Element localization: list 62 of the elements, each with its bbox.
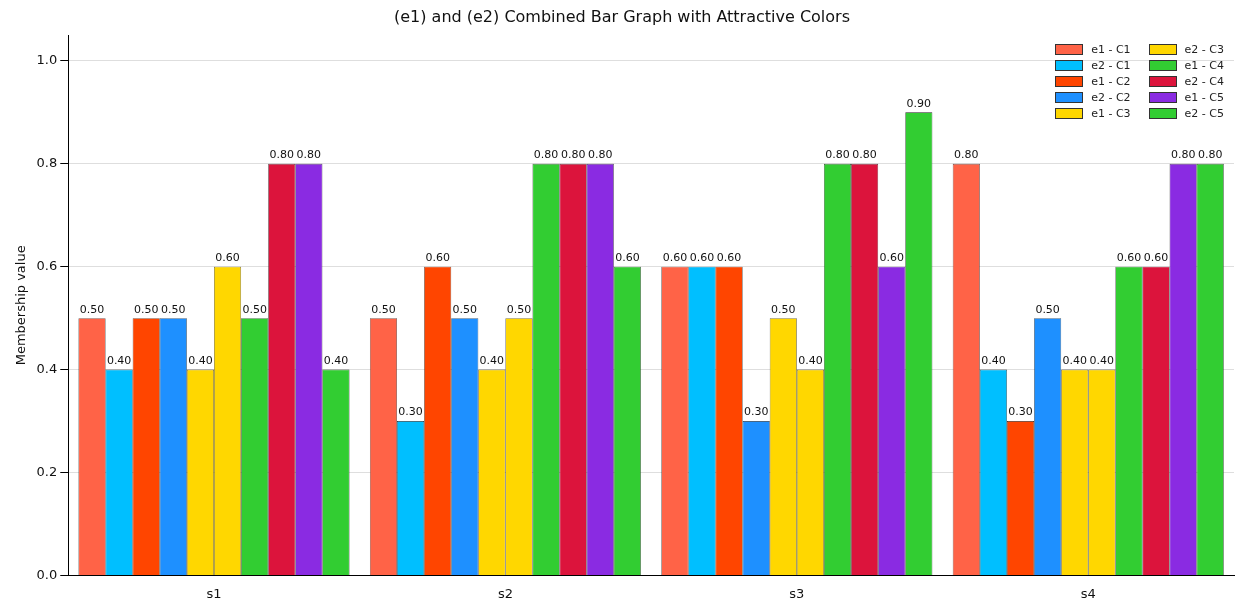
y-tick-label: 1.0 [36,52,58,68]
x-tick-label: s1 [206,585,222,601]
x-tick-label: s3 [789,585,805,601]
data-label: 0.80 [1198,148,1223,162]
data-label: 0.40 [188,353,213,367]
legend-label: e1 - C5 [1184,91,1224,105]
data-label: 0.50 [79,302,105,316]
x-tick-label: s4 [1080,585,1096,601]
legend-label: e1 - C3 [1091,107,1131,121]
data-label: 0.40 [323,353,349,367]
data-label: 0.50 [161,302,186,316]
data-label: 0.60 [1116,251,1142,265]
data-label: 0.80 [825,148,850,162]
data-label: 0.50 [506,302,532,316]
data-label: 0.40 [1062,353,1087,367]
y-tick-label: 0.6 [36,258,58,274]
data-label: 0.60 [662,251,688,265]
data-label: 0.60 [879,251,904,265]
data-label: 0.60 [615,251,640,265]
data-label: 0.50 [771,302,796,316]
y-tick-label: 0.8 [36,155,58,171]
data-label: 0.50 [371,302,396,316]
data-label: 0.80 [954,148,979,162]
data-label: 0.30 [398,405,423,419]
data-label: 0.80 [296,148,322,162]
data-label: 0.40 [106,353,132,367]
data-label: 0.50 [242,302,267,316]
legend-label: e2 - C1 [1091,59,1131,73]
chart-title: (e1) and (e2) Combined Bar Graph with Attractive Colors [393,6,851,26]
x-tick-label: s2 [497,585,513,601]
data-label: 0.60 [1143,251,1169,265]
data-label: 0.60 [689,251,715,265]
data-label: 0.80 [852,148,877,162]
y-tick-label: 0.0 [36,566,58,582]
data-label: 0.30 [743,405,769,419]
data-label: 0.80 [560,148,586,162]
data-label: 0.50 [133,302,159,316]
data-label: 0.60 [425,251,450,265]
data-label: 0.80 [533,148,559,162]
data-label: 0.60 [215,251,240,265]
data-label: 0.90 [906,96,932,110]
data-label: 0.80 [588,148,613,162]
legend-label: e2 - C4 [1184,75,1224,89]
data-label: 0.50 [1035,302,1060,316]
data-label: 0.50 [452,302,478,316]
legend-label: e2 - C3 [1184,43,1224,57]
data-label: 0.80 [269,148,294,162]
legend-label: e1 - C2 [1091,75,1131,89]
data-label: 0.40 [981,353,1006,367]
data-label: 0.30 [1008,405,1033,419]
data-label: 0.40 [479,353,505,367]
y-tick-label: 0.4 [36,360,58,376]
legend-label: e1 - C4 [1184,59,1224,73]
data-label: 0.80 [1170,148,1196,162]
y-tick-label: 0.2 [36,463,58,479]
legend-label: e2 - C2 [1091,91,1131,105]
data-label: 0.60 [716,251,742,265]
data-label: 0.40 [798,353,823,367]
y-axis-title: Membership value [13,245,29,366]
legend-label: e1 - C1 [1091,43,1131,57]
legend-label: e2 - C5 [1184,107,1224,121]
data-label: 0.40 [1089,353,1115,367]
